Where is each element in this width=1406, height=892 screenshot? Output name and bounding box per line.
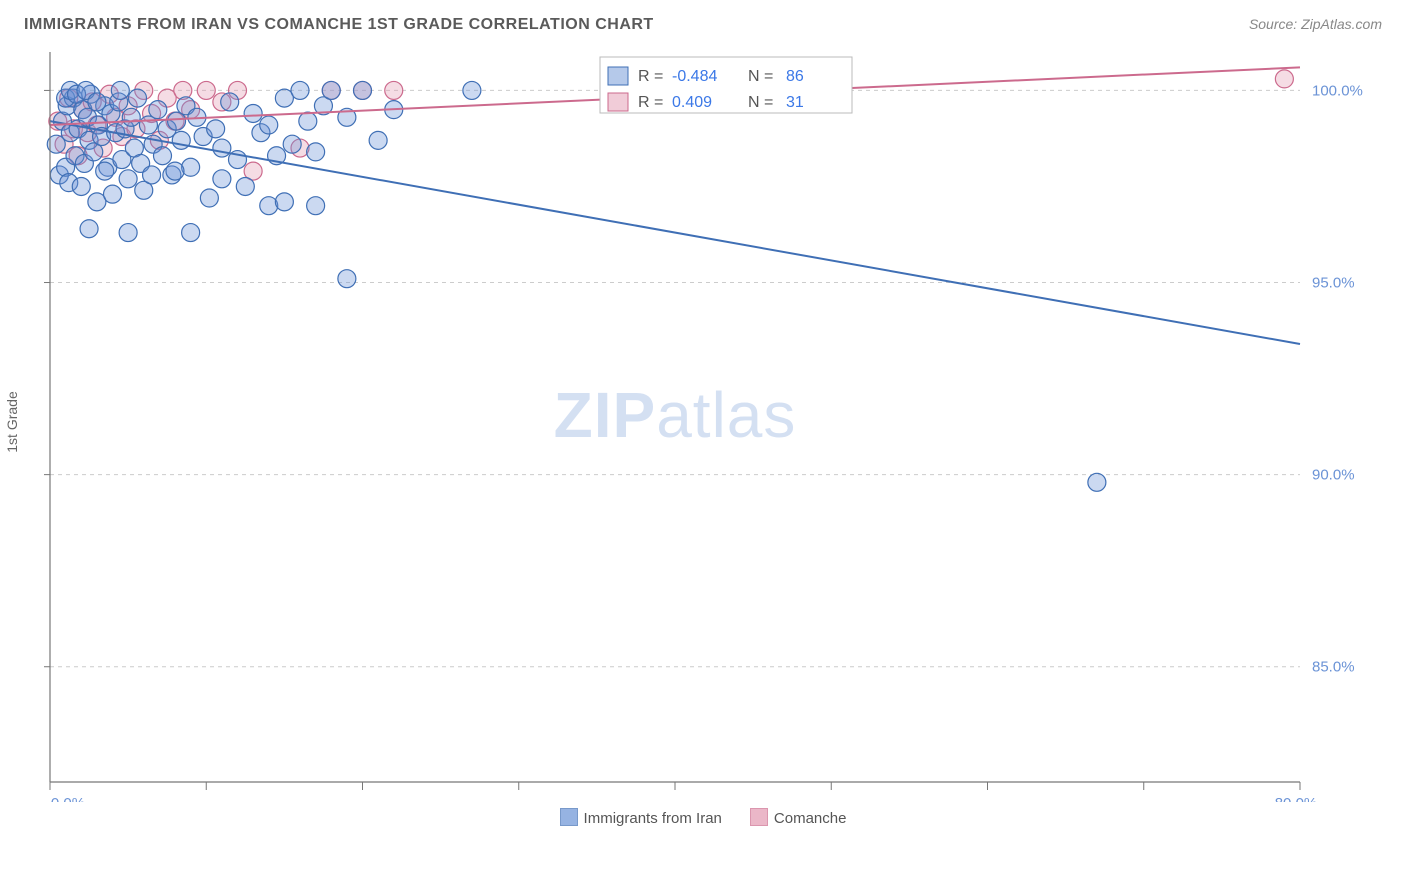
data-point xyxy=(129,89,147,107)
data-point xyxy=(463,81,481,99)
trend-line xyxy=(50,121,1300,344)
legend-item: Immigrants from Iran xyxy=(560,808,722,827)
data-point xyxy=(260,116,278,134)
data-point xyxy=(213,170,231,188)
data-point xyxy=(182,158,200,176)
y-tick-label: 90.0% xyxy=(1312,467,1355,484)
scatter-chart: 85.0% 90.0% 95.0% 100.0% ZIPatlas 0.0% 80.0% R … xyxy=(40,42,1370,802)
data-point xyxy=(200,189,218,207)
data-point xyxy=(88,93,106,111)
data-point xyxy=(1275,70,1293,88)
y-tick-label: 95.0% xyxy=(1312,275,1355,292)
data-point xyxy=(119,170,137,188)
stat-r-label: R = xyxy=(638,68,663,85)
legend-swatch xyxy=(750,808,768,826)
data-point xyxy=(143,166,161,184)
stat-r-value: -0.484 xyxy=(672,68,717,85)
data-point xyxy=(221,93,239,111)
data-point xyxy=(149,101,167,119)
data-point xyxy=(96,162,114,180)
stat-n-label: N = xyxy=(748,68,773,85)
data-point xyxy=(338,270,356,288)
legend-label: Immigrants from Iran xyxy=(584,810,722,827)
chart-title: IMMIGRANTS FROM IRAN VS COMANCHE 1ST GRA… xyxy=(24,16,654,34)
data-point xyxy=(291,81,309,99)
bottom-legend: Immigrants from Iran Comanche xyxy=(0,808,1406,827)
data-point xyxy=(182,224,200,242)
stat-n-label: N = xyxy=(748,94,773,111)
data-point xyxy=(354,81,372,99)
legend-swatch xyxy=(608,67,628,85)
data-point xyxy=(213,139,231,157)
data-point xyxy=(260,197,278,215)
legend-swatch xyxy=(608,93,628,111)
data-point xyxy=(369,131,387,149)
data-point xyxy=(207,120,225,138)
data-point xyxy=(283,135,301,153)
data-point xyxy=(275,193,293,211)
data-point xyxy=(385,81,403,99)
stat-r-value: 0.409 xyxy=(672,94,712,111)
data-point xyxy=(111,81,129,99)
data-point xyxy=(104,185,122,203)
data-point xyxy=(166,162,184,180)
stat-n-value: 31 xyxy=(786,94,804,111)
legend-item: Comanche xyxy=(750,808,847,827)
legend-label: Comanche xyxy=(774,810,847,827)
data-point xyxy=(307,197,325,215)
data-point xyxy=(299,112,317,130)
stat-r-label: R = xyxy=(638,94,663,111)
y-tick-label: 100.0% xyxy=(1312,82,1363,99)
data-point xyxy=(197,81,215,99)
stat-n-value: 86 xyxy=(786,68,804,85)
x-tick-label: 80.0% xyxy=(1275,795,1318,802)
data-point xyxy=(119,224,137,242)
chart-container: 1st Grade 85.0%90.0%95.0%100.0%ZIPatlas0… xyxy=(40,42,1382,802)
source-label: Source: ZipAtlas.com xyxy=(1249,16,1382,32)
x-tick-label: 0.0% xyxy=(51,795,85,802)
data-point xyxy=(307,143,325,161)
legend-swatch xyxy=(560,808,578,826)
watermark: ZIPatlas xyxy=(554,379,797,451)
y-axis-label: 1st Grade xyxy=(4,391,20,452)
data-point xyxy=(1088,473,1106,491)
data-point xyxy=(154,147,172,165)
data-point xyxy=(72,177,90,195)
y-tick-label: 85.0% xyxy=(1312,659,1355,676)
data-point xyxy=(236,177,254,195)
data-point xyxy=(322,81,340,99)
data-point xyxy=(80,220,98,238)
data-point xyxy=(244,104,262,122)
data-point xyxy=(122,108,140,126)
